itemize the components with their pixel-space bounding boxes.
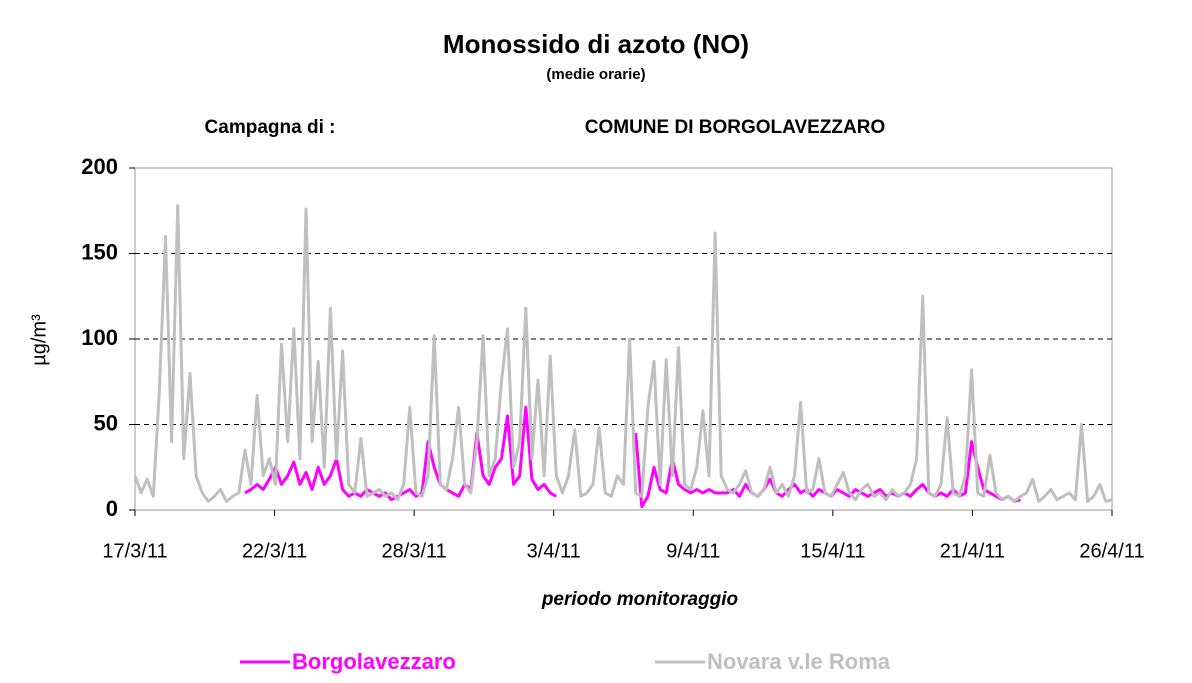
x-tick-label: 22/3/11 <box>242 540 307 562</box>
x-tick-label: 21/4/11 <box>940 540 1005 562</box>
y-axis-label: µg/m³ <box>28 314 50 366</box>
legend-label: Borgolavezzaro <box>292 649 456 674</box>
x-tick-label: 28/3/11 <box>382 540 447 562</box>
y-tick-label: 50 <box>94 410 118 435</box>
x-axis-label: periodo monitoraggio <box>541 589 738 610</box>
x-tick-label: 15/4/11 <box>800 540 865 562</box>
y-tick-label: 0 <box>106 496 118 521</box>
campaign-name: COMUNE DI BORGOLAVEZZARO <box>585 117 885 138</box>
legend-label: Novara v.le Roma <box>707 649 891 674</box>
chart-subtitle: (medie orarie) <box>546 66 645 83</box>
series-line <box>133 204 1113 503</box>
x-tick-label: 17/3/11 <box>102 540 167 562</box>
x-tick-label: 9/4/11 <box>666 540 720 562</box>
y-tick-label: 100 <box>81 325 118 350</box>
campaign-label: Campagna di : <box>205 117 336 138</box>
y-tick-label: 150 <box>81 239 118 264</box>
x-tick-label: 26/4/11 <box>1079 540 1144 562</box>
x-tick-label: 3/4/11 <box>527 540 581 562</box>
chart-title: Monossido di azoto (NO) <box>443 29 749 59</box>
y-tick-label: 200 <box>81 154 118 179</box>
